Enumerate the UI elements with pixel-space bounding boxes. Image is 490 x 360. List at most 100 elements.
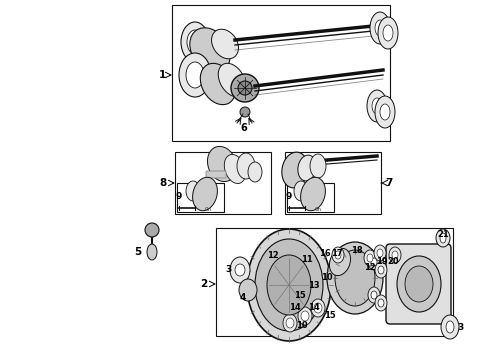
Text: 3: 3 bbox=[225, 266, 231, 274]
Bar bbox=[216, 228, 453, 336]
Ellipse shape bbox=[300, 177, 325, 211]
Ellipse shape bbox=[335, 251, 341, 259]
Ellipse shape bbox=[298, 155, 316, 181]
Bar bbox=[287, 183, 334, 212]
Text: 10: 10 bbox=[296, 321, 308, 330]
Ellipse shape bbox=[237, 153, 255, 179]
Ellipse shape bbox=[327, 242, 383, 314]
Ellipse shape bbox=[298, 307, 312, 325]
FancyBboxPatch shape bbox=[206, 171, 226, 178]
Bar bbox=[177, 183, 224, 212]
Ellipse shape bbox=[378, 17, 398, 49]
Ellipse shape bbox=[311, 299, 325, 317]
Text: 14: 14 bbox=[308, 303, 320, 312]
Ellipse shape bbox=[179, 53, 211, 97]
Ellipse shape bbox=[371, 291, 377, 299]
Ellipse shape bbox=[375, 96, 395, 128]
Text: 15: 15 bbox=[294, 291, 306, 300]
Ellipse shape bbox=[218, 63, 246, 97]
FancyBboxPatch shape bbox=[386, 244, 451, 324]
Ellipse shape bbox=[367, 90, 387, 122]
Text: 5: 5 bbox=[134, 247, 142, 257]
Bar bbox=[175, 152, 271, 214]
Ellipse shape bbox=[383, 25, 393, 41]
Ellipse shape bbox=[255, 239, 323, 331]
Ellipse shape bbox=[247, 229, 331, 341]
Ellipse shape bbox=[389, 247, 401, 263]
Ellipse shape bbox=[329, 248, 350, 276]
Ellipse shape bbox=[147, 244, 157, 260]
Text: 14: 14 bbox=[289, 303, 301, 312]
Ellipse shape bbox=[377, 249, 383, 257]
Ellipse shape bbox=[392, 251, 398, 259]
Text: 4: 4 bbox=[240, 293, 246, 302]
Text: 17: 17 bbox=[331, 249, 343, 258]
Ellipse shape bbox=[405, 266, 433, 302]
Ellipse shape bbox=[212, 29, 239, 59]
Ellipse shape bbox=[186, 181, 200, 201]
Ellipse shape bbox=[314, 303, 322, 313]
Text: 9: 9 bbox=[286, 192, 292, 201]
Ellipse shape bbox=[230, 257, 250, 283]
Text: 21: 21 bbox=[437, 230, 449, 239]
Ellipse shape bbox=[378, 299, 384, 307]
Text: 18: 18 bbox=[351, 246, 363, 255]
Ellipse shape bbox=[200, 63, 236, 105]
Ellipse shape bbox=[375, 262, 387, 278]
Ellipse shape bbox=[440, 233, 446, 243]
Ellipse shape bbox=[372, 98, 382, 114]
Ellipse shape bbox=[397, 256, 441, 312]
Ellipse shape bbox=[436, 229, 450, 247]
Text: 13: 13 bbox=[308, 280, 320, 289]
Ellipse shape bbox=[310, 154, 326, 178]
Ellipse shape bbox=[378, 266, 384, 274]
Ellipse shape bbox=[294, 181, 308, 201]
Ellipse shape bbox=[181, 22, 209, 62]
Ellipse shape bbox=[239, 279, 257, 301]
Text: 9: 9 bbox=[176, 192, 182, 201]
Ellipse shape bbox=[371, 258, 377, 266]
Text: 0n: 0n bbox=[315, 207, 322, 212]
Ellipse shape bbox=[335, 250, 375, 306]
Ellipse shape bbox=[145, 223, 159, 237]
Ellipse shape bbox=[267, 255, 311, 315]
Ellipse shape bbox=[370, 12, 390, 44]
Ellipse shape bbox=[238, 81, 252, 95]
Text: 8: 8 bbox=[159, 178, 167, 188]
Text: 16: 16 bbox=[319, 249, 331, 258]
Ellipse shape bbox=[332, 247, 344, 263]
Ellipse shape bbox=[286, 318, 294, 328]
Ellipse shape bbox=[240, 107, 250, 117]
Ellipse shape bbox=[190, 28, 230, 72]
Text: 19: 19 bbox=[376, 257, 388, 266]
Text: 15: 15 bbox=[324, 311, 336, 320]
Text: 2: 2 bbox=[200, 279, 208, 289]
Text: 1: 1 bbox=[158, 70, 166, 80]
Ellipse shape bbox=[231, 74, 259, 102]
Ellipse shape bbox=[224, 154, 245, 184]
Text: 6: 6 bbox=[241, 123, 247, 133]
Bar bbox=[285, 152, 381, 214]
Ellipse shape bbox=[248, 162, 262, 182]
Ellipse shape bbox=[375, 20, 385, 36]
Ellipse shape bbox=[186, 62, 204, 88]
Text: 11: 11 bbox=[301, 256, 313, 265]
Ellipse shape bbox=[301, 311, 309, 321]
Ellipse shape bbox=[187, 30, 203, 54]
Bar bbox=[172, 5, 390, 141]
Ellipse shape bbox=[380, 104, 390, 120]
Ellipse shape bbox=[367, 254, 373, 262]
Ellipse shape bbox=[235, 264, 245, 276]
Text: 20: 20 bbox=[387, 257, 399, 266]
Ellipse shape bbox=[207, 147, 237, 181]
Text: 3: 3 bbox=[457, 323, 463, 332]
Ellipse shape bbox=[193, 177, 218, 211]
Ellipse shape bbox=[446, 321, 454, 333]
Text: 12: 12 bbox=[267, 251, 279, 260]
Ellipse shape bbox=[283, 314, 297, 332]
Ellipse shape bbox=[368, 287, 380, 303]
Ellipse shape bbox=[375, 295, 387, 311]
Text: 10: 10 bbox=[321, 274, 333, 283]
Text: 12: 12 bbox=[364, 264, 376, 273]
Text: 0n: 0n bbox=[205, 207, 212, 212]
